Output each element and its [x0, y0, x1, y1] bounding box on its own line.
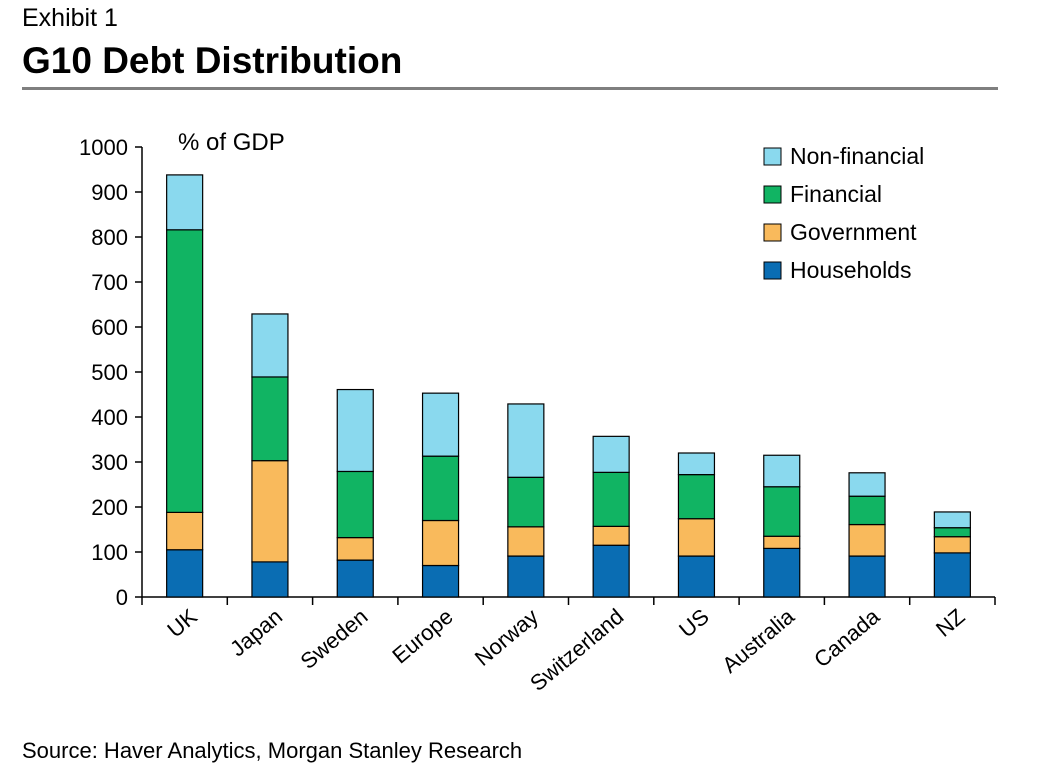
bar-segment: [251, 313, 289, 378]
bar-segment: [848, 523, 886, 557]
x-tick-label: Canada: [809, 603, 885, 672]
bar-segment: [421, 392, 460, 457]
bar-segment: [336, 559, 374, 598]
bar-segment: [763, 454, 801, 488]
exhibit-label: Exhibit 1: [22, 4, 118, 32]
bar-segment: [677, 452, 716, 476]
chart: % of GDP 0 100 200 300 400 500 600 700 800 900 100…: [79, 129, 996, 696]
source-note: Source: Haver Analytics, Morgan Stanley …: [22, 738, 523, 763]
bar-segment: [677, 474, 716, 520]
bar-segment: [933, 511, 971, 529]
title-rule: [22, 87, 998, 90]
bar-segment: [592, 435, 630, 473]
bar-segment: [933, 552, 971, 598]
bar-segment: [166, 511, 204, 551]
x-tick-label: US: [674, 604, 713, 643]
unit-label: % of GDP: [178, 129, 285, 156]
bar-segment: [763, 486, 801, 537]
bar-segment: [166, 174, 204, 231]
y-tick-label: 0: [116, 585, 128, 610]
y-tick-label: 300: [91, 450, 128, 475]
x-tick-label: NZ: [931, 604, 970, 642]
x-tick-label: Switzerland: [525, 604, 628, 696]
legend-swatch: [763, 223, 782, 242]
y-tick-label: 400: [91, 405, 128, 430]
bar-segment: [507, 476, 545, 528]
x-tick-label: Europe: [387, 604, 457, 669]
legend-swatch: [763, 147, 782, 166]
bar-segment: [507, 526, 545, 557]
bar-segment: [421, 564, 460, 598]
chart-title: G10 Debt Distribution: [22, 40, 403, 81]
y-tick-label: 200: [91, 495, 128, 520]
y-tick-label: 100: [91, 540, 128, 565]
bar-segment: [336, 470, 374, 539]
legend-label: Financial: [790, 181, 882, 207]
bar-segment: [336, 536, 374, 561]
y-tick-label: 500: [91, 360, 128, 385]
bar-segment: [166, 229, 204, 514]
x-tick-label: UK: [162, 603, 202, 642]
bar-segment: [677, 555, 716, 598]
bar-segment: [848, 495, 886, 526]
bar-segment: [933, 527, 971, 538]
bar-segment: [166, 549, 204, 598]
bar-segment: [507, 403, 545, 478]
bars: [166, 174, 971, 598]
bar-segment: [421, 455, 460, 522]
legend-label: Non-financial: [790, 143, 924, 169]
x-tick-label: Japan: [225, 604, 287, 662]
bar-segment: [763, 535, 801, 549]
bar-segment: [592, 525, 630, 546]
legend-label: Government: [790, 219, 917, 245]
bar-segment: [933, 536, 971, 554]
x-tick-label: Australia: [717, 603, 799, 678]
bar-segment: [763, 547, 801, 598]
bar-segment: [848, 472, 886, 497]
bar-segment: [251, 561, 289, 598]
bar-segment: [251, 460, 289, 563]
y-tick-label: 1000: [79, 135, 128, 160]
legend: Non-financial Financial Government Househol…: [763, 143, 924, 283]
bar-segment: [251, 376, 289, 462]
bar-segment: [677, 518, 716, 557]
legend-label: Households: [790, 257, 911, 283]
bar-segment: [848, 555, 886, 598]
legend-swatch: [763, 185, 782, 204]
bar-segment: [336, 388, 374, 473]
bar-segment: [592, 544, 630, 598]
legend-swatch: [763, 261, 782, 280]
x-tick-label: Sweden: [295, 604, 372, 674]
x-tick-label: Norway: [470, 604, 543, 671]
bar-segment: [421, 519, 460, 567]
y-axis: 0 100 200 300 400 500 600 700 800 900 1000: [79, 135, 143, 610]
y-tick-label: 700: [91, 270, 128, 295]
y-tick-label: 900: [91, 180, 128, 205]
bar-segment: [507, 555, 545, 598]
y-tick-label: 600: [91, 315, 128, 340]
bar-segment: [592, 471, 630, 527]
y-tick-label: 800: [91, 225, 128, 250]
